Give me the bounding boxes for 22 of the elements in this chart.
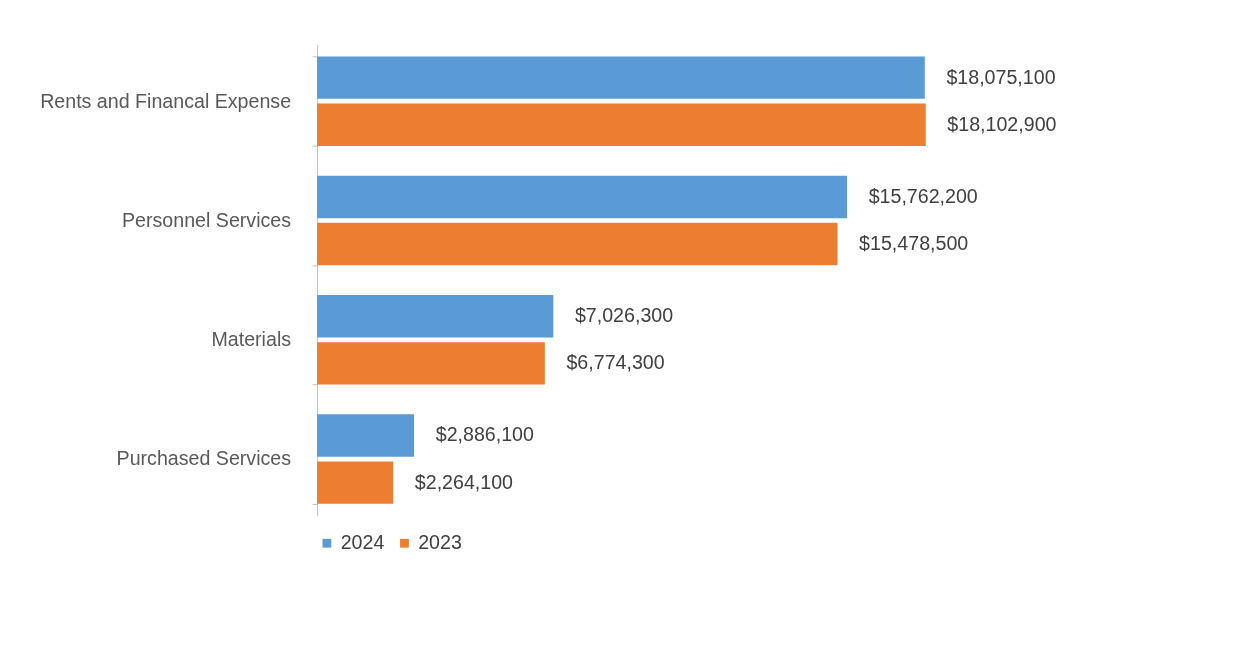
data-label: $7,026,300 <box>574 304 674 327</box>
y-tick-label: Rents and Financal Expense <box>40 89 292 112</box>
bar <box>317 461 394 504</box>
bar <box>317 414 415 457</box>
data-label: $15,478,500 <box>859 231 969 254</box>
y-tick-label: Personnel Services <box>122 208 292 231</box>
legend-label: 2023 <box>418 531 462 554</box>
legend-label: 2024 <box>340 531 385 554</box>
bar <box>317 295 554 338</box>
data-label: $18,075,100 <box>946 65 1056 88</box>
data-label: $18,102,900 <box>947 112 1057 135</box>
data-label: $2,886,100 <box>435 423 535 446</box>
y-tick-label: Purchased Services <box>116 447 292 470</box>
bar <box>317 342 545 385</box>
bar <box>317 222 838 266</box>
bar <box>317 103 926 146</box>
data-label: $15,762,200 <box>868 184 978 207</box>
data-label: $6,774,300 <box>566 351 665 374</box>
bar <box>317 56 925 99</box>
y-tick-label: Materials <box>211 328 292 351</box>
bar <box>317 175 848 219</box>
data-label: $2,264,100 <box>414 470 514 493</box>
